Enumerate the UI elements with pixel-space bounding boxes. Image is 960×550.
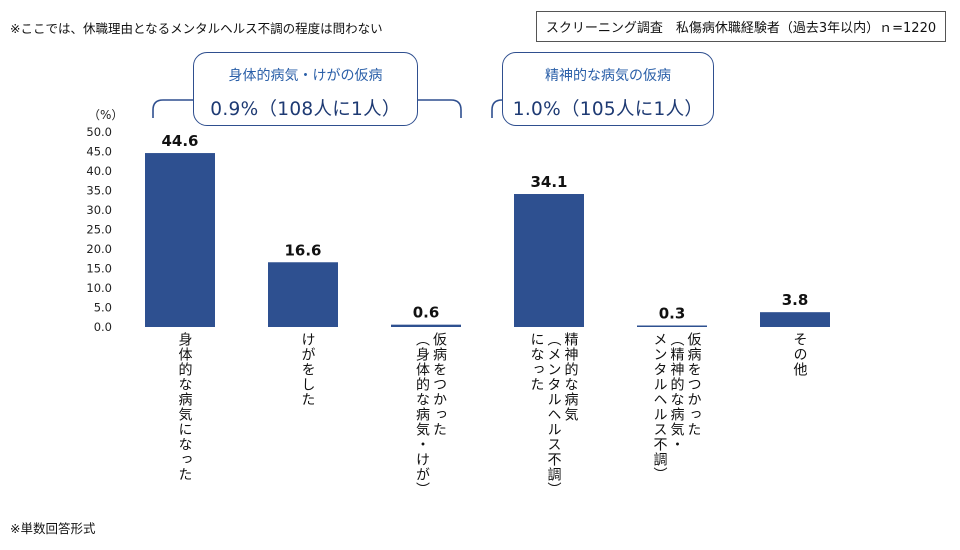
- value-label-2: 16.6: [284, 241, 321, 259]
- y-tick-label: 5.0: [94, 301, 112, 315]
- bar-3: [391, 324, 461, 327]
- category-label-1: 身体的な病気になった: [176, 332, 193, 482]
- y-tick-label: 10.0: [86, 281, 112, 295]
- y-tick-label: 0.0: [94, 320, 112, 334]
- callout-mental-malingering: 精神的な病気の仮病 1.0%（105人に1人）: [502, 52, 714, 126]
- value-labels: 44.6 16.6 0.6 34.1 0.3 3.8: [161, 132, 808, 322]
- bar-5: [637, 325, 707, 327]
- category-label-5: 仮病をつかった （精神的な病気・ メンタルヘルス不調）: [651, 332, 702, 482]
- y-axis: （%） 0.0 5.0 10.0 15.0 20.0 25.0 30.0 35.0 40.0 45.…: [86, 108, 123, 334]
- y-axis-unit: （%）: [88, 108, 123, 122]
- callout-physical-malingering: 身体的病気・けがの仮病 0.9%（108人に1人）: [193, 52, 418, 126]
- value-label-4: 34.1: [530, 173, 567, 191]
- y-tick-label: 40.0: [86, 164, 112, 178]
- y-tick-label: 15.0: [86, 262, 112, 276]
- value-label-3: 0.6: [413, 304, 440, 322]
- survey-info-text: スクリーニング調査 私傷病休職経験者（過去3年以内）ｎ=1220: [545, 21, 937, 36]
- bars: [145, 153, 830, 327]
- value-label-6: 3.8: [782, 291, 809, 309]
- y-tick-label: 45.0: [86, 145, 112, 159]
- scope-note: ※ここでは、休職理由となるメンタルヘルス不調の程度は問わない: [10, 21, 383, 36]
- bar-4: [514, 194, 584, 327]
- category-label-4: 精神的な病気 （メンタルヘルス不調） になった: [528, 332, 579, 497]
- answer-format-note: ※単数回答形式: [10, 521, 96, 536]
- category-label-3: 仮病をつかった （身体的な病気・けが）: [414, 332, 447, 497]
- callout-mental-value: 1.0%（105人に1人）: [512, 99, 704, 120]
- y-tick-label: 20.0: [86, 242, 112, 256]
- y-tick-label: 35.0: [86, 184, 112, 198]
- bar-1: [145, 153, 215, 327]
- value-label-5: 0.3: [659, 305, 686, 323]
- callout-physical-value: 0.9%（108人に1人）: [210, 99, 401, 120]
- y-tick-label: 25.0: [86, 223, 112, 237]
- callout-physical-title: 身体的病気・けがの仮病: [228, 68, 383, 84]
- survey-info-box: スクリーニング調査 私傷病休職経験者（過去3年以内）ｎ=1220: [536, 11, 946, 42]
- bar-6: [760, 312, 830, 327]
- category-label-6: その他: [791, 332, 808, 377]
- y-tick-label: 50.0: [86, 125, 112, 139]
- y-tick-label: 30.0: [86, 203, 112, 217]
- category-label-2: けがをした: [299, 332, 316, 407]
- callout-mental-title: 精神的な病気の仮病: [545, 68, 671, 84]
- bar-2: [268, 262, 338, 327]
- value-label-1: 44.6: [161, 132, 198, 150]
